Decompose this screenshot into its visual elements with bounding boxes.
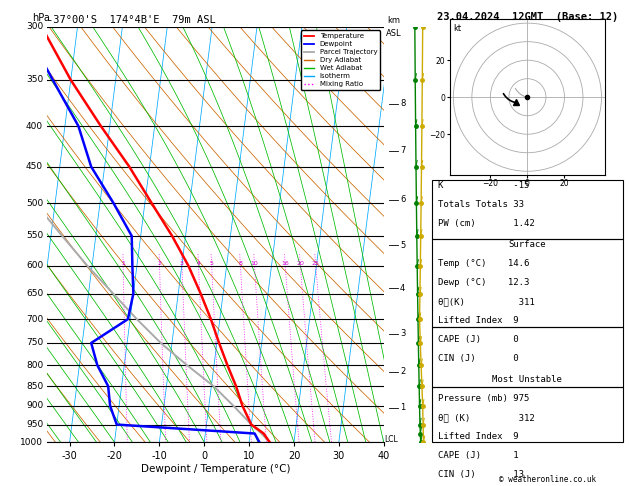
Text: 4: 4 <box>400 284 405 293</box>
Text: Pressure (mb) 975: Pressure (mb) 975 <box>438 394 529 403</box>
Text: 450: 450 <box>26 162 43 171</box>
Bar <box>432 327 623 387</box>
Text: 10: 10 <box>251 261 259 266</box>
Text: Most Unstable: Most Unstable <box>493 375 562 384</box>
Text: 8: 8 <box>400 99 406 108</box>
Text: 1: 1 <box>400 403 405 412</box>
Text: 1: 1 <box>121 261 125 266</box>
Text: 2: 2 <box>400 367 405 376</box>
Text: 550: 550 <box>26 231 43 241</box>
Text: hPa: hPa <box>32 13 50 22</box>
Text: 1000: 1000 <box>20 438 43 447</box>
Text: Surface: Surface <box>509 241 546 249</box>
Text: Lifted Index  9: Lifted Index 9 <box>438 316 518 325</box>
Text: θᴇ(K)          311: θᴇ(K) 311 <box>438 297 535 306</box>
Text: -37°00'S  174°4B'E  79m ASL: -37°00'S 174°4B'E 79m ASL <box>47 15 216 25</box>
Text: LCL: LCL <box>384 435 398 444</box>
Text: 350: 350 <box>26 75 43 85</box>
Text: 800: 800 <box>26 361 43 370</box>
Text: Dewp (°C)    12.3: Dewp (°C) 12.3 <box>438 278 529 287</box>
Text: 400: 400 <box>26 122 43 131</box>
Text: ASL: ASL <box>386 29 401 38</box>
Text: θᴇ (K)         312: θᴇ (K) 312 <box>438 413 535 422</box>
Text: 900: 900 <box>26 401 43 410</box>
Text: 600: 600 <box>26 261 43 270</box>
Text: 3: 3 <box>400 329 406 338</box>
Text: 700: 700 <box>26 314 43 324</box>
Text: 300: 300 <box>26 22 43 31</box>
Text: 5: 5 <box>400 241 405 250</box>
Text: kt: kt <box>453 24 461 33</box>
Text: Temp (°C)    14.6: Temp (°C) 14.6 <box>438 260 529 268</box>
Text: CAPE (J)      0: CAPE (J) 0 <box>438 335 518 344</box>
Legend: Temperature, Dewpoint, Parcel Trajectory, Dry Adiabat, Wet Adiabat, Isotherm, Mi: Temperature, Dewpoint, Parcel Trajectory… <box>301 30 380 90</box>
Bar <box>432 387 623 442</box>
Text: 7: 7 <box>400 146 406 156</box>
Text: 6: 6 <box>400 195 406 204</box>
Text: 650: 650 <box>26 289 43 298</box>
Bar <box>432 239 623 327</box>
Text: © weatheronline.co.uk: © weatheronline.co.uk <box>499 474 596 484</box>
Text: PW (cm)       1.42: PW (cm) 1.42 <box>438 219 535 228</box>
Text: Lifted Index  9: Lifted Index 9 <box>438 432 518 441</box>
Text: CIN (J)       13: CIN (J) 13 <box>438 470 524 479</box>
Text: CAPE (J)      1: CAPE (J) 1 <box>438 451 518 460</box>
Text: 4: 4 <box>196 261 201 266</box>
Text: 850: 850 <box>26 382 43 391</box>
Text: 500: 500 <box>26 199 43 208</box>
Text: 750: 750 <box>26 338 43 347</box>
Text: 950: 950 <box>26 420 43 429</box>
Bar <box>432 180 623 239</box>
Text: CIN (J)       0: CIN (J) 0 <box>438 354 518 363</box>
Text: 8: 8 <box>238 261 242 266</box>
Text: km: km <box>387 16 400 25</box>
Text: Totals Totals 33: Totals Totals 33 <box>438 200 524 209</box>
Text: K             -15: K -15 <box>438 181 529 190</box>
X-axis label: Dewpoint / Temperature (°C): Dewpoint / Temperature (°C) <box>141 464 290 474</box>
Text: 23.04.2024  12GMT  (Base: 12): 23.04.2024 12GMT (Base: 12) <box>437 12 618 22</box>
Text: 25: 25 <box>312 261 320 266</box>
Text: 5: 5 <box>209 261 214 266</box>
Text: 3: 3 <box>180 261 184 266</box>
Text: 2: 2 <box>157 261 162 266</box>
Text: 16: 16 <box>281 261 289 266</box>
Text: 20: 20 <box>296 261 304 266</box>
